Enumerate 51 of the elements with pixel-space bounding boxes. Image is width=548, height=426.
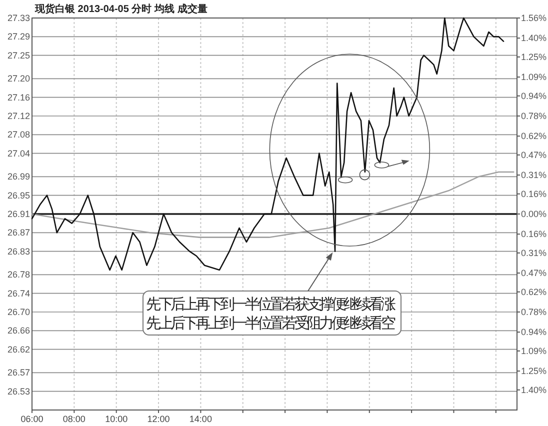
y-tick-label: 26.87 bbox=[7, 228, 30, 238]
x-tick-label: 14:00 bbox=[189, 414, 212, 424]
y-tick-label: 27.04 bbox=[7, 148, 30, 158]
y-tick-label: 26.99 bbox=[7, 172, 30, 182]
y2-tick-label: 0.31% bbox=[521, 248, 547, 258]
y2-tick-label: 0.16% bbox=[521, 188, 547, 199]
y-tick-label: 26.74 bbox=[7, 288, 30, 298]
y-tick-label: 26.83 bbox=[7, 246, 30, 256]
y-tick-label: 27.12 bbox=[7, 111, 30, 121]
line-series bbox=[31, 17, 504, 271]
x-tick-label: 12:00 bbox=[147, 414, 170, 424]
y2-tick-label: 1.09% bbox=[521, 72, 547, 82]
y2-tick-label: 1.56% bbox=[521, 13, 547, 23]
y2-tick-label: 0.62% bbox=[521, 286, 547, 297]
y2-tick-label: 0.47% bbox=[521, 150, 547, 160]
y-tick-label: 27.08 bbox=[7, 130, 30, 140]
y2-tick-label: 0.94% bbox=[521, 327, 547, 338]
y-tick-label: 26.70 bbox=[7, 307, 30, 317]
x-tick-label: 10:00 bbox=[105, 414, 128, 424]
y2-tick-label: 0.78% bbox=[521, 111, 547, 121]
y-tick-label: 26.95 bbox=[7, 190, 30, 200]
y-tick-label: 27.16 bbox=[7, 92, 30, 102]
y-tick-label: 27.29 bbox=[7, 32, 30, 42]
y-tick-label: 26.66 bbox=[7, 326, 30, 336]
annotation: 先上后下再上到一半位置若受阻力便继续看空 bbox=[146, 315, 396, 332]
annotation: 先下后上再下到一半位置若获支撑便继续看涨 bbox=[146, 296, 396, 313]
y2-tick-label: 1.25% bbox=[521, 52, 547, 62]
y-tick-label: 26.57 bbox=[7, 368, 30, 378]
y2-tick-label: 0.78% bbox=[521, 307, 547, 317]
y-tick-label: 27.33 bbox=[7, 13, 30, 23]
y-tick-label: 27.20 bbox=[7, 74, 30, 84]
y2-tick-label: 1.09% bbox=[521, 346, 547, 356]
y2-tick-label: 1.40% bbox=[521, 384, 547, 395]
y2-tick-label: 1.25% bbox=[521, 366, 547, 376]
y2-tick-label: 0.47% bbox=[521, 268, 547, 278]
x-tick-label: 08:00 bbox=[62, 414, 86, 424]
y2-tick-label: 0.16% bbox=[521, 229, 547, 240]
y2-tick-label: 0.94% bbox=[521, 90, 547, 101]
y2-tick-label: 0.62% bbox=[521, 131, 547, 142]
y-tick-label: 27.25 bbox=[7, 50, 30, 60]
annotation: 先下后上再下到一半位置若获支撑便继续看涨 先上后下再上到一半位置若受阻力便继续看空 bbox=[142, 290, 402, 336]
chart-title: 现货白银 2013-04-05 分时 均线 成交量 bbox=[34, 3, 208, 15]
y-tick-label: 26.53 bbox=[7, 386, 30, 396]
y2-tick-label: 1.40% bbox=[521, 33, 547, 44]
y2-tick-label: 0.31% bbox=[521, 170, 547, 180]
y-tick-label: 26.91 bbox=[7, 209, 30, 219]
y-tick-label: 26.78 bbox=[7, 270, 30, 280]
x-tick-label: 06:00 bbox=[20, 414, 44, 424]
y2-tick-label: 0.00% bbox=[521, 209, 547, 219]
y-tick-label: 26.62 bbox=[7, 344, 30, 354]
line-series bbox=[31, 171, 514, 238]
